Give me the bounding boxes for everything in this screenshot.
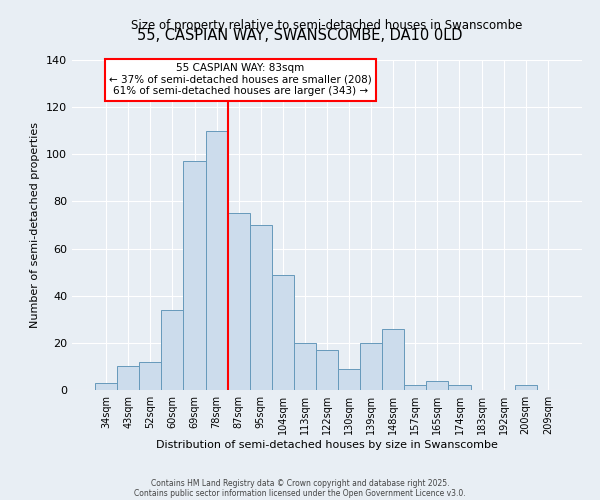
Text: Contains HM Land Registry data © Crown copyright and database right 2025.: Contains HM Land Registry data © Crown c… [151, 478, 449, 488]
Bar [427, 380, 448, 390]
Text: 55 CASPIAN WAY: 83sqm
← 37% of semi-detached houses are smaller (208)
61% of sem: 55 CASPIAN WAY: 83sqm ← 37% of semi-deta… [109, 64, 371, 96]
Bar [95, 383, 117, 390]
Bar [448, 386, 470, 390]
X-axis label: Distribution of semi-detached houses by size in Swanscombe: Distribution of semi-detached houses by … [156, 440, 498, 450]
Bar [227, 213, 250, 390]
Bar [338, 369, 360, 390]
Bar [382, 328, 404, 390]
Bar [139, 362, 161, 390]
Bar [272, 274, 294, 390]
Text: Contains public sector information licensed under the Open Government Licence v3: Contains public sector information licen… [134, 488, 466, 498]
Bar [360, 343, 382, 390]
Bar [206, 130, 227, 390]
Bar [184, 162, 206, 390]
Bar [515, 386, 537, 390]
Bar [316, 350, 338, 390]
Bar [161, 310, 184, 390]
Bar [117, 366, 139, 390]
Text: 55, CASPIAN WAY, SWANSCOMBE, DA10 0LD: 55, CASPIAN WAY, SWANSCOMBE, DA10 0LD [137, 28, 463, 42]
Title: Size of property relative to semi-detached houses in Swanscombe: Size of property relative to semi-detach… [131, 20, 523, 32]
Bar [404, 386, 427, 390]
Bar [250, 225, 272, 390]
Y-axis label: Number of semi-detached properties: Number of semi-detached properties [31, 122, 40, 328]
Bar [294, 343, 316, 390]
